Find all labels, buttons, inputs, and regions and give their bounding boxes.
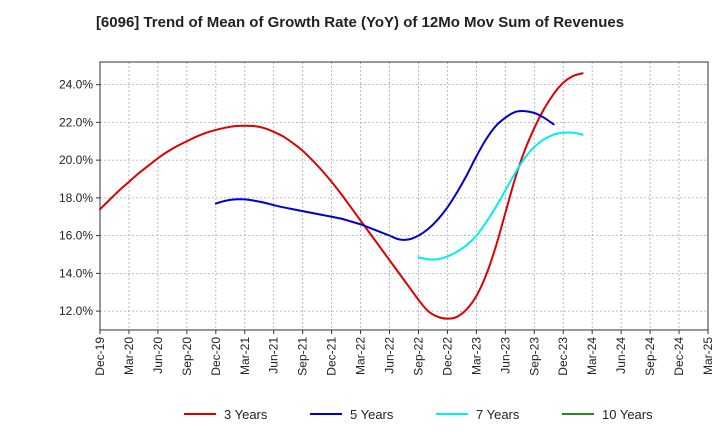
x-tick-label: Jun-20 [151, 337, 165, 374]
x-tick-label: Dec-21 [325, 337, 339, 376]
y-tick-label: 24.0% [59, 78, 93, 92]
plot-frame [99, 61, 709, 331]
x-tick-label: Dec-22 [440, 337, 454, 376]
series-line-3-years [99, 72, 584, 320]
x-tick-label: Mar-23 [469, 337, 483, 375]
legend-label-3-years: 3 Years [224, 407, 268, 422]
series-lines [99, 72, 584, 320]
x-tick-label: Jun-22 [383, 337, 397, 374]
x-tick-label: Sep-24 [643, 337, 657, 376]
legend-label-5-years: 5 Years [350, 407, 394, 422]
legend: 3 Years 5 Years 7 Years 10 Years [184, 407, 653, 422]
y-tick-label: 22.0% [59, 115, 93, 129]
x-tick-label: Dec-23 [556, 337, 570, 376]
y-tick-label: 14.0% [59, 266, 93, 280]
x-tick-label: Dec-19 [93, 337, 107, 376]
x-tick-label: Mar-24 [585, 337, 599, 375]
x-tick-label: Mar-21 [238, 337, 252, 375]
y-tick-label: 16.0% [59, 229, 93, 243]
y-axis: 12.0% 14.0% 16.0% 18.0% 20.0% 22.0% 24.0% [59, 78, 100, 318]
chart-title: [6096] Trend of Mean of Growth Rate (YoY… [95, 14, 625, 31]
grid [100, 62, 708, 330]
x-tick-label: Mar-22 [354, 337, 368, 375]
x-axis: Dec-19 Mar-20 Jun-20 Sep-20 Dec-20 Mar-21 Jun-… [93, 330, 715, 376]
legend-label-7-years: 7 Years [476, 407, 520, 422]
y-tick-label: 18.0% [59, 191, 93, 205]
y-tick-label: 20.0% [59, 153, 93, 167]
x-tick-label: Sep-21 [296, 337, 310, 376]
x-tick-label: Dec-24 [672, 337, 686, 376]
x-tick-label: Jun-23 [498, 337, 512, 374]
series-line-7-years [417, 131, 584, 261]
series-line-5-years [214, 109, 555, 241]
legend-label-10-years: 10 Years [602, 407, 653, 422]
x-tick-label: Mar-20 [122, 337, 136, 375]
x-tick-label: Jun-24 [614, 337, 628, 374]
x-tick-label: Jun-21 [267, 337, 281, 374]
x-tick-label: Sep-20 [180, 337, 194, 376]
x-tick-label: Sep-22 [411, 337, 425, 376]
x-tick-label: Mar-25 [701, 337, 715, 375]
y-tick-label: 12.0% [59, 304, 93, 318]
x-tick-label: Sep-23 [527, 337, 541, 376]
x-tick-label: Dec-20 [209, 337, 223, 376]
